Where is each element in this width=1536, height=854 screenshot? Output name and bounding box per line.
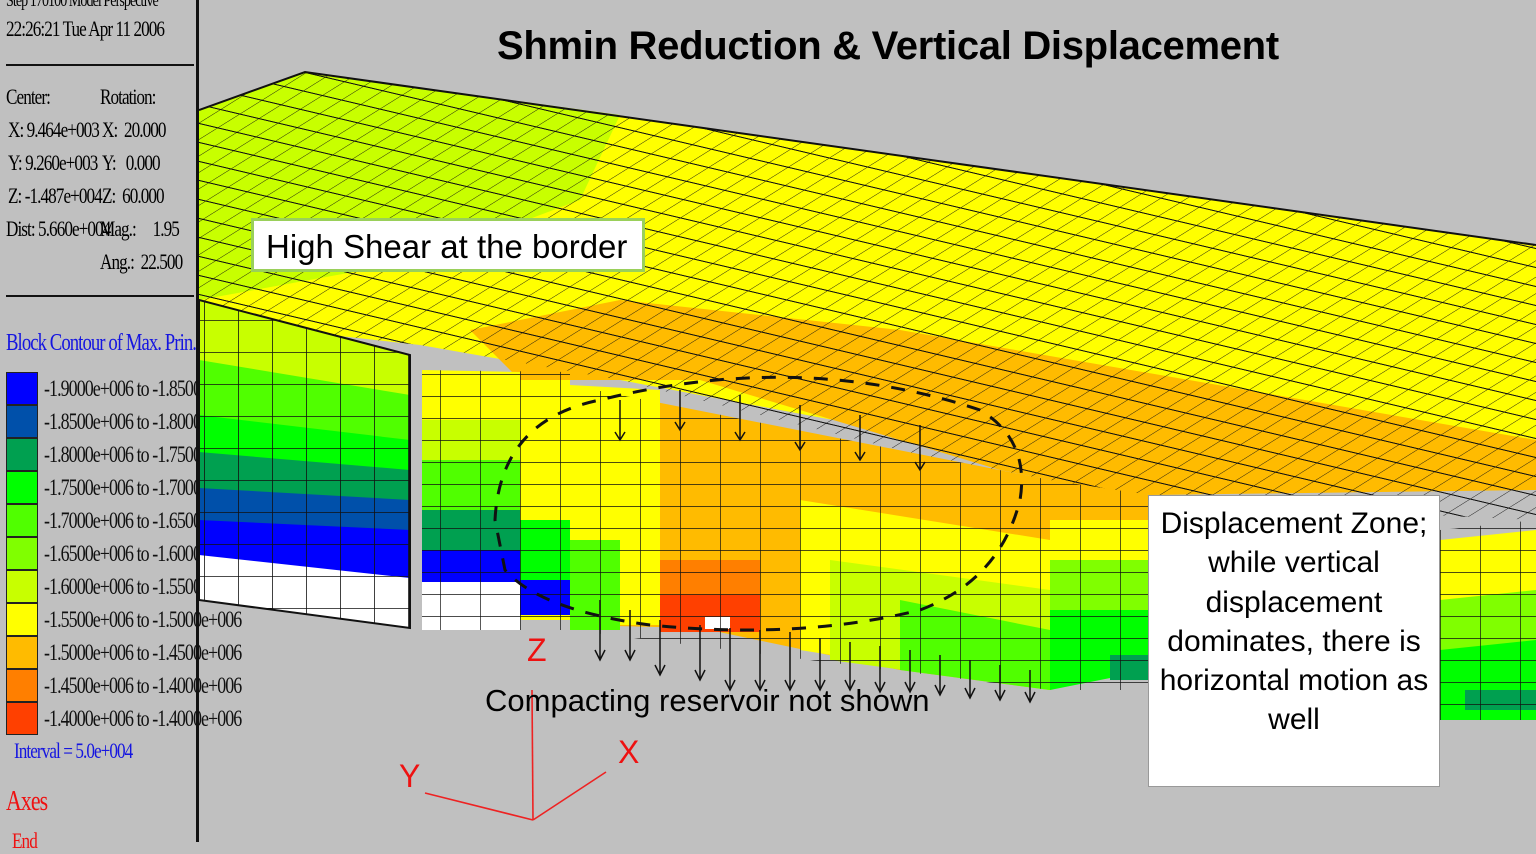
color-swatch (6, 372, 38, 405)
axis-x-label: X (618, 734, 640, 770)
rotation-label: Rotation: (100, 84, 156, 109)
axes-triad (424, 689, 607, 821)
stress-contour-mesh (199, 70, 1536, 821)
center-x: X: 9.464e+003 (8, 117, 100, 142)
axis-z-label: Z (527, 632, 547, 668)
rotation-z: Z: 60.000 (102, 183, 165, 208)
color-swatch (6, 702, 38, 735)
model-central-face (570, 385, 1050, 690)
caption-reservoir: Compacting reservoir not shown (485, 683, 930, 718)
legend-label: -1.5500e+006 to -1.5000e+006 (44, 607, 242, 632)
legend-label: -1.4000e+006 to -1.4000e+006 (44, 706, 242, 731)
color-swatch (6, 636, 38, 669)
rotation-y: Y: 0.000 (102, 150, 161, 175)
rotation-x: X: 20.000 (102, 117, 167, 142)
legend-label: -1.4500e+006 to -1.4000e+006 (44, 673, 242, 698)
model-top-surface (199, 70, 1536, 520)
end-label: End (12, 828, 38, 853)
model-step-block (422, 370, 570, 630)
annotation-high-shear: High Shear at the border (251, 218, 645, 272)
divider (6, 295, 194, 297)
color-swatch (6, 603, 38, 636)
axes-label: Axes (6, 786, 48, 817)
model-step-header: Step 170100 Model Perspective (6, 0, 159, 10)
axis-y-label: Y (399, 758, 421, 794)
center-y: Y: 9.260e+003 (8, 150, 98, 175)
color-swatch (6, 570, 38, 603)
center-label: Center: (6, 84, 51, 109)
info-panel: Step 170100 Model Perspective 22:26:21 T… (0, 0, 242, 853)
color-swatch (6, 471, 38, 504)
color-swatch (6, 669, 38, 702)
magnification: Mag.: 1.95 (100, 216, 180, 241)
angle: Ang.: 22.500 (100, 249, 183, 274)
color-swatch (6, 438, 38, 471)
page-title: Shmin Reduction & Vertical Displacement (497, 24, 1279, 68)
color-swatch (6, 405, 38, 438)
center-dist: Dist: 5.660e+004 (6, 216, 111, 241)
model-left-face (199, 298, 411, 630)
center-z: Z: -1.487e+004 (8, 183, 103, 208)
legend-label: -1.5000e+006 to -1.4500e+006 (44, 640, 242, 665)
annotation-displacement-zone: Displacement Zone; while vertical displa… (1148, 495, 1440, 787)
timestamp: 22:26:21 Tue Apr 11 2006 (6, 16, 165, 41)
divider (6, 64, 194, 66)
color-swatch (6, 537, 38, 570)
model-right-face (1050, 480, 1536, 720)
color-swatch (6, 504, 38, 537)
contour-interval: Interval = 5.0e+004 (14, 738, 133, 763)
displacement-vectors (594, 390, 1036, 704)
